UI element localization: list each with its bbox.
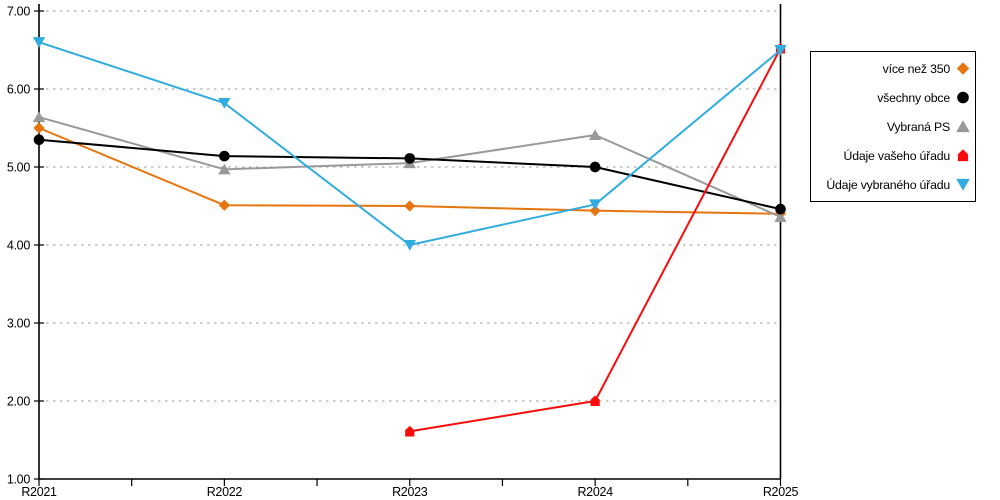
legend-marker-circle-icon [957, 91, 969, 104]
legend-item-label: více než 350 [882, 61, 951, 76]
chart-legend: více než 350 všechny obce Vybraná PS Údaje … [810, 51, 976, 202]
legend-marker-triangle-down-icon [956, 178, 970, 191]
legend-marker-pentagon-house-icon [957, 149, 969, 162]
series-line [38, 41, 782, 246]
data-point-circle [33, 134, 45, 146]
y-axis-tick-label: 6.00 [7, 83, 30, 97]
data-point-triangle-down [403, 239, 416, 251]
data-point-circle [219, 150, 230, 162]
data-point-circle [775, 203, 786, 215]
data-point-triangle-up [32, 111, 46, 123]
series-circle [33, 134, 786, 215]
y-axis-tick-label: 7.00 [7, 5, 30, 19]
data-point-circle [404, 153, 416, 164]
data-point-triangle-up [774, 211, 787, 222]
x-axis-tick-label: R2024 [577, 485, 613, 499]
y-axis-tick-label: 4.00 [7, 239, 30, 253]
legend-marker-triangle-up-icon [956, 120, 970, 133]
legend-item: Údaje vybraného úřadu [817, 170, 971, 199]
legend-item: Vybraná PS [817, 112, 971, 141]
x-axis-tick-label: R2021 [21, 485, 57, 499]
series-pentagon-house [405, 42, 786, 437]
data-point-diamond [33, 122, 45, 134]
x-axis-tick-label: R2025 [763, 485, 799, 499]
series-diamond [33, 122, 787, 220]
legend-item-label: Vybraná PS [886, 119, 950, 134]
legend-item-label: Údaje vašeho úřadu [843, 148, 951, 163]
data-point-triangle-up [588, 129, 602, 141]
series-triangle-down [32, 37, 787, 251]
data-point-diamond [589, 205, 601, 217]
data-point-circle [589, 161, 601, 173]
y-axis-tick-label: 3.00 [7, 317, 30, 331]
data-point-triangle-down [32, 37, 46, 48]
legend-item-label: Údaje vybraného úřadu [826, 177, 950, 192]
data-point-triangle-down [774, 44, 787, 56]
y-axis-tick-label: 2.00 [7, 395, 30, 409]
y-axis-tick-label: 5.00 [7, 161, 30, 175]
data-point-triangle-down [218, 98, 231, 109]
series-line [408, 47, 782, 433]
x-axis-tick-label: R2023 [392, 485, 428, 499]
legend-item-label: všechny obce [877, 90, 950, 105]
legend-item: všechny obce [817, 83, 971, 112]
data-point-diamond [404, 200, 416, 212]
data-point-triangle-down [588, 199, 602, 211]
legend-item: Údaje vašeho úřadu [817, 141, 971, 170]
x-axis-tick-label: R2022 [207, 485, 243, 499]
data-point-pentagon-house [590, 395, 600, 407]
legend-marker-diamond-icon [956, 62, 970, 75]
data-point-diamond [218, 199, 230, 211]
legend-item: více než 350 [817, 54, 971, 83]
data-point-pentagon-house [405, 425, 415, 437]
data-point-triangle-up [218, 163, 231, 175]
y-axis-tick-label: 1.00 [7, 473, 30, 487]
